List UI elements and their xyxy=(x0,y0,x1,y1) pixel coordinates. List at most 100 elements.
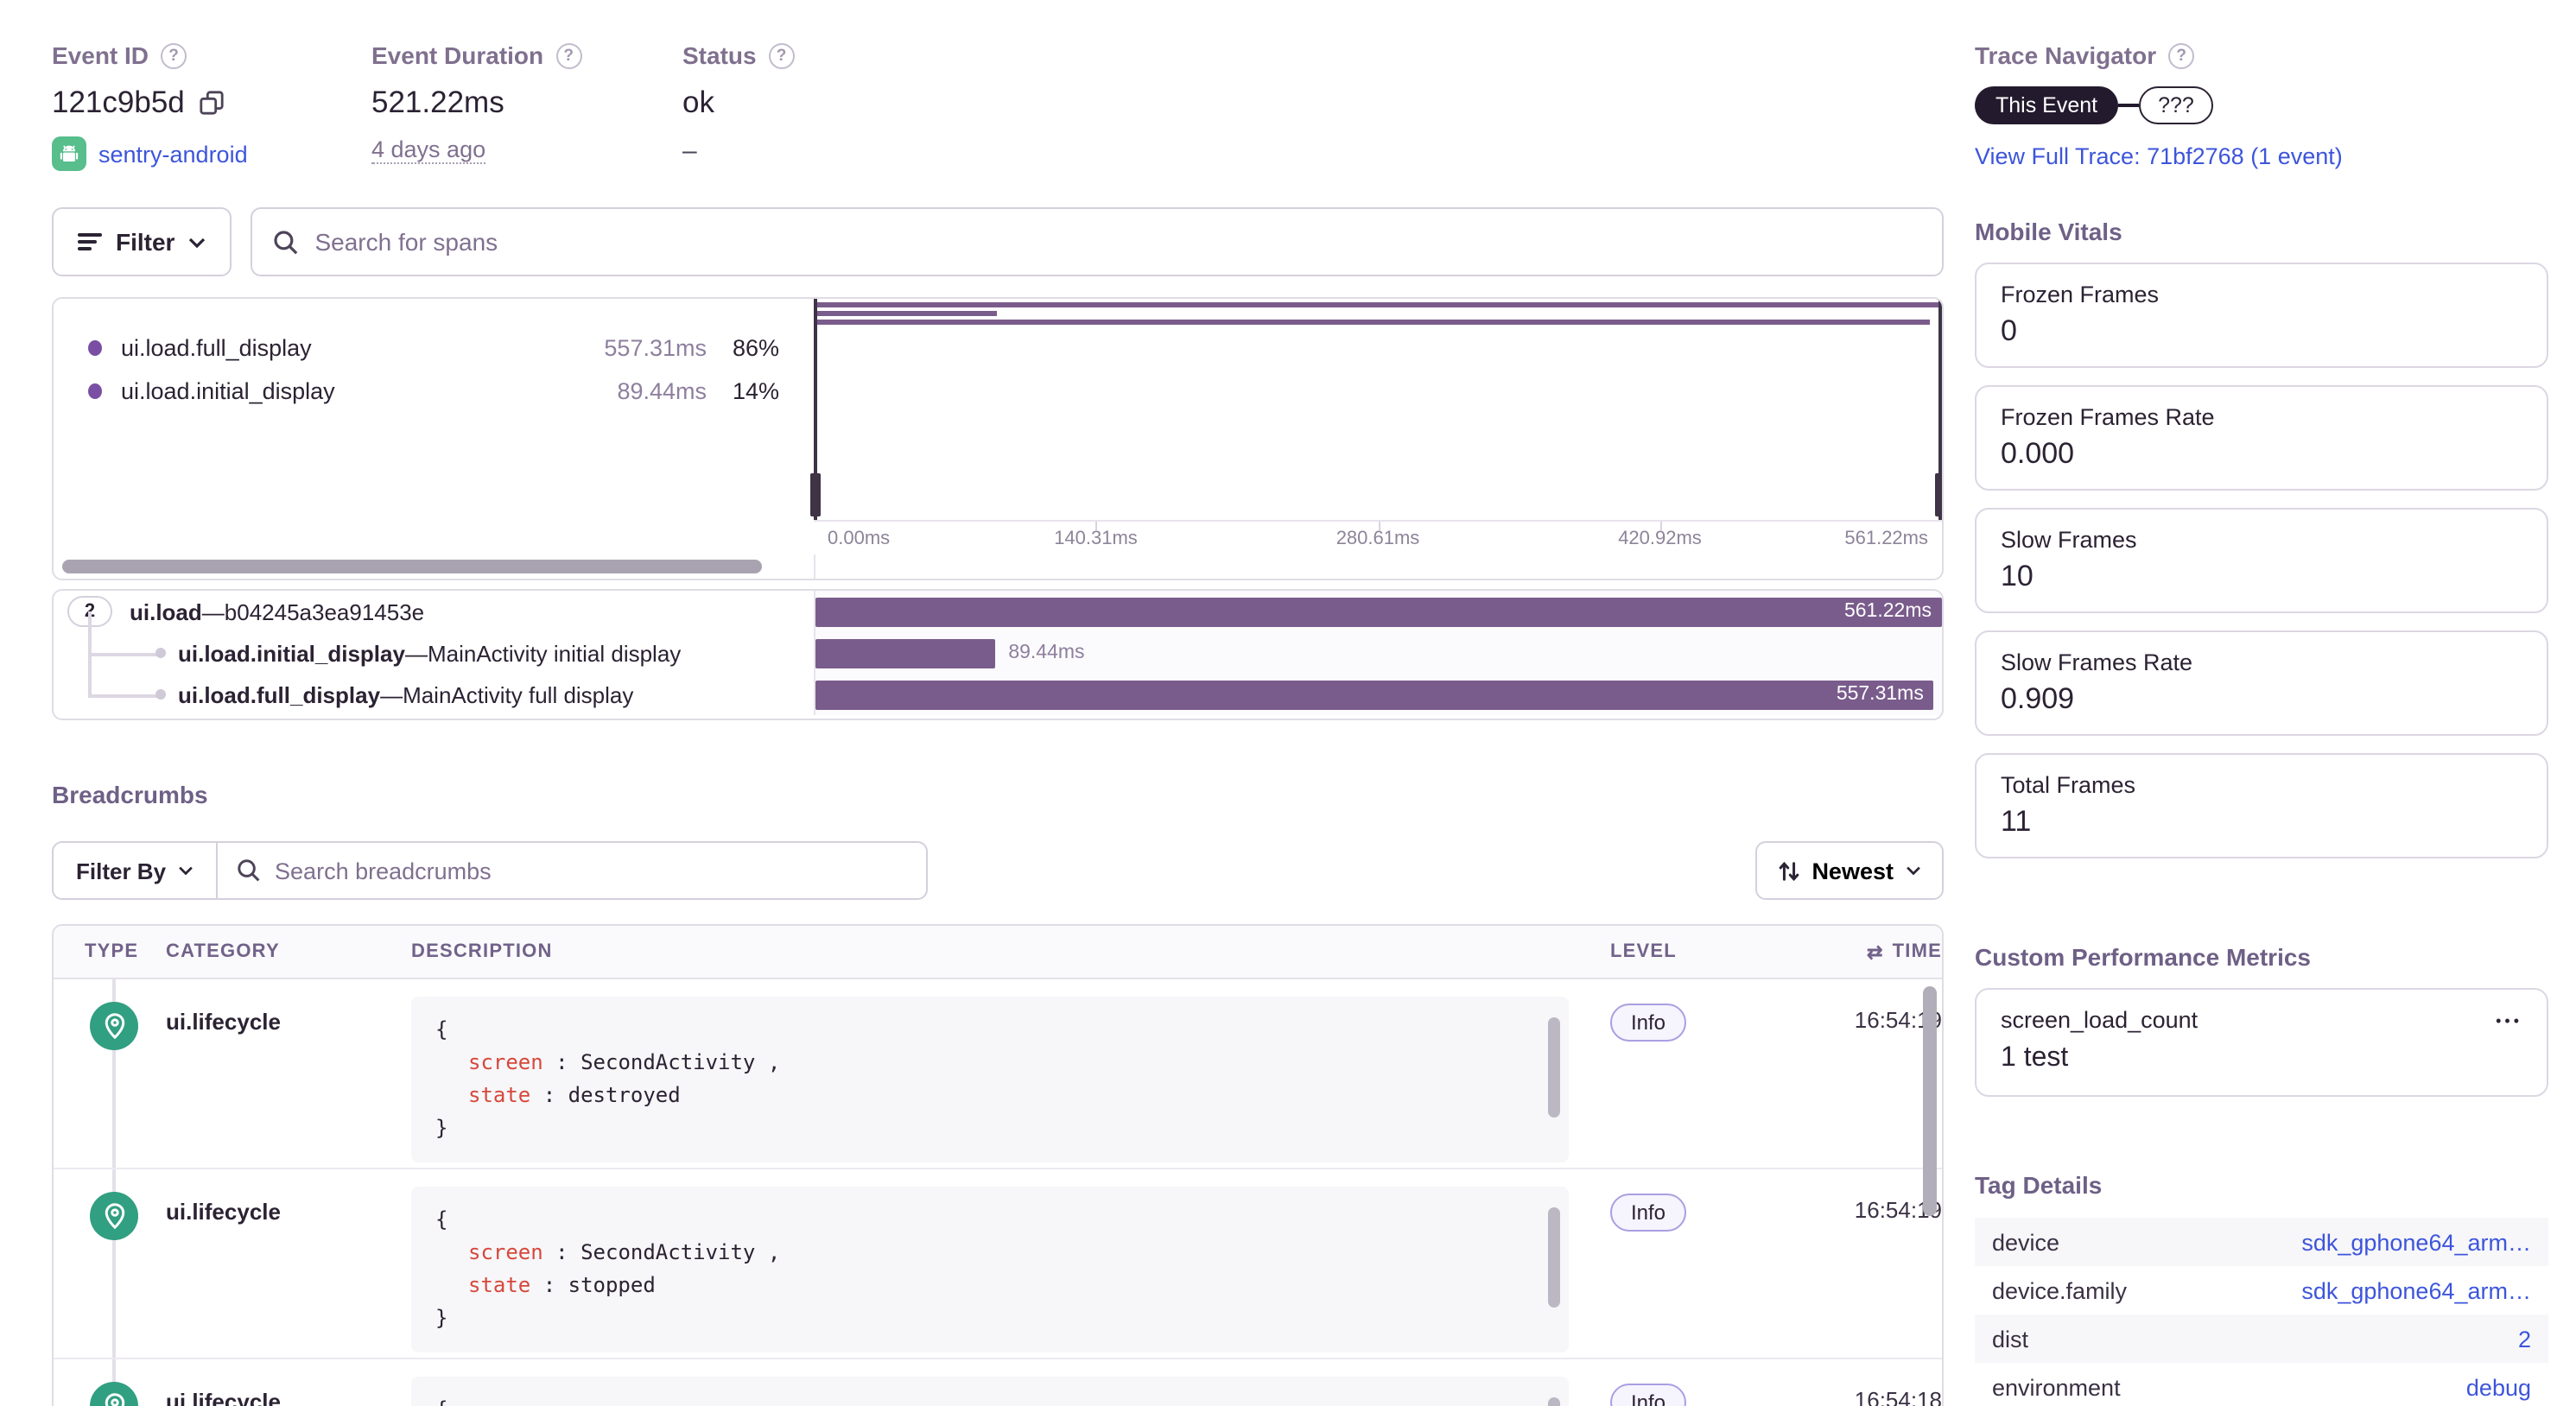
event-age[interactable]: 4 days ago xyxy=(371,136,486,164)
span-minimap[interactable] xyxy=(810,299,1942,520)
axis-tick-label: 561.22ms xyxy=(1844,529,1928,549)
breadcrumb-category: ui.lifecycle xyxy=(166,1009,281,1035)
col-category: CATEGORY xyxy=(166,941,280,962)
level-badge: Info xyxy=(1610,1004,1687,1042)
event-id-label: Event ID? xyxy=(52,41,248,69)
col-time[interactable]: ⇄ TIME xyxy=(1866,941,1942,963)
breadcrumbs-scrollbar[interactable] xyxy=(1923,986,1937,1216)
status-value: ok xyxy=(682,85,714,119)
custom-metric-card: screen_load_count ••• 1 test xyxy=(1975,988,2548,1097)
breadcrumbs-heading: Breadcrumbs xyxy=(52,781,208,808)
legend-percent: 14% xyxy=(732,378,779,404)
span-row[interactable]: 2 ui.load — b04245a3ea91453e 561.22ms xyxy=(54,591,1942,632)
ellipsis-menu-icon[interactable]: ••• xyxy=(2496,1011,2522,1029)
sort-arrows-icon xyxy=(1777,859,1799,882)
span-tree: 2 ui.load — b04245a3ea91453e 561.22ms ui… xyxy=(52,589,1944,720)
event-duration-block: Event Duration? 521.22ms 4 days ago xyxy=(371,41,582,164)
help-icon[interactable]: ? xyxy=(768,42,795,68)
span-bar[interactable]: 561.22ms xyxy=(815,597,1942,626)
project-link[interactable]: sentry-android xyxy=(98,141,248,167)
breadcrumbs-table-header: TYPE CATEGORY DESCRIPTION LEVEL ⇄ TIME xyxy=(54,926,1942,979)
breadcrumb-code[interactable]: { screen : SecondActivity , state : dest… xyxy=(411,997,1569,1162)
legend-row[interactable]: ui.load.initial_display 89.44ms 14% xyxy=(88,370,779,413)
minimap-bar xyxy=(817,302,1938,307)
span-filter-button[interactable]: Filter xyxy=(52,207,232,276)
breadcrumbs-filter-by-button[interactable]: Filter By xyxy=(54,843,219,898)
span-description: MainActivity initial display xyxy=(427,640,682,666)
col-description: DESCRIPTION xyxy=(411,941,553,962)
breadcrumbs-search-input[interactable] xyxy=(275,858,907,884)
breadcrumbs-table: TYPE CATEGORY DESCRIPTION LEVEL ⇄ TIME ui… xyxy=(52,924,1944,1406)
breadcrumbs-sort-button[interactable]: Newest xyxy=(1754,841,1944,900)
tag-value-link[interactable]: debug xyxy=(2465,1374,2531,1400)
unknown-event-pill[interactable]: ??? xyxy=(2139,86,2213,124)
span-color-dot-icon xyxy=(88,383,102,399)
help-icon[interactable]: ? xyxy=(2168,42,2195,68)
search-icon xyxy=(237,858,261,883)
breadcrumb-code[interactable]: { screen : SecondActivity , state : stop… xyxy=(411,1187,1569,1352)
legend-horizontal-scrollbar[interactable] xyxy=(62,560,762,573)
help-icon[interactable]: ? xyxy=(161,42,187,68)
event-duration-value: 521.22ms xyxy=(371,85,504,119)
span-duration-label: 89.44ms xyxy=(1008,643,1085,663)
minimap-right-handle[interactable] xyxy=(1935,473,1942,516)
status-sub: – xyxy=(682,136,697,166)
span-row[interactable]: ui.load.full_display — MainActivity full… xyxy=(54,611,1942,715)
vital-card: Frozen Frames Rate 0.000 xyxy=(1975,385,2548,491)
time-sort-icon: ⇄ xyxy=(1866,942,1884,963)
sort-label: Newest xyxy=(1811,858,1894,884)
col-level: LEVEL xyxy=(1610,941,1677,962)
span-search[interactable] xyxy=(251,207,1944,276)
breadcrumbs-search[interactable] xyxy=(218,843,926,898)
pill-connector xyxy=(2118,104,2140,107)
span-row[interactable]: ui.load.initial_display — MainActivity i… xyxy=(54,611,1942,674)
status-label: Status? xyxy=(682,41,795,69)
tag-row: dist 2 xyxy=(1975,1314,2548,1363)
legend-duration: 89.44ms xyxy=(617,378,707,404)
breadcrumb-row[interactable]: ui.lifecycle { screen : SecondActivity ,… xyxy=(54,979,1942,1169)
breadcrumb-row[interactable]: ui.lifecycle { screen : SecondActivity ,… xyxy=(54,1169,1942,1359)
breadcrumb-code[interactable]: { } xyxy=(411,1377,1569,1406)
breadcrumb-time: 16:54:18 xyxy=(1854,1387,1942,1406)
axis-tick-label: 420.92ms xyxy=(1618,529,1702,549)
tag-value-link[interactable]: sdk_gphone64_arm… xyxy=(2301,1229,2531,1255)
span-search-input[interactable] xyxy=(314,228,1921,256)
custom-metrics-heading: Custom Performance Metrics xyxy=(1975,943,2312,971)
location-pin-icon xyxy=(90,1192,138,1240)
span-toolbar: Filter xyxy=(52,207,1944,276)
minimap-bar xyxy=(817,320,1931,325)
chevron-down-icon xyxy=(188,236,206,248)
span-duration-label: 557.31ms xyxy=(1836,684,1924,705)
breadcrumbs-toolbar: Filter By Newest xyxy=(52,841,1944,900)
copy-icon[interactable] xyxy=(199,90,225,116)
help-icon[interactable]: ? xyxy=(555,42,582,68)
location-pin-icon xyxy=(90,1382,138,1406)
filter-label: Filter xyxy=(116,228,175,256)
mobile-vitals-heading: Mobile Vitals xyxy=(1975,218,2122,245)
span-op: ui.load xyxy=(130,598,202,624)
this-event-pill[interactable]: This Event xyxy=(1975,86,2119,124)
span-chart-panel: ui.load.full_display 557.31ms 86% ui.loa… xyxy=(52,297,1944,580)
code-scrollbar[interactable] xyxy=(1548,1017,1560,1118)
code-scrollbar[interactable] xyxy=(1548,1207,1560,1308)
breadcrumb-row[interactable]: ui.lifecycle { } Info 16:54:18 xyxy=(54,1359,1942,1406)
tag-value-link[interactable]: sdk_gphone64_arm… xyxy=(2301,1277,2531,1303)
vital-card: Total Frames 11 xyxy=(1975,753,2548,858)
axis-tick-label: 280.61ms xyxy=(1336,529,1420,549)
span-op: ui.load.initial_display xyxy=(178,640,405,666)
trace-navigator-label: Trace Navigator? xyxy=(1975,41,2548,69)
span-bar[interactable]: 557.31ms xyxy=(815,680,1934,709)
minimap-left-handle[interactable] xyxy=(810,473,821,516)
breadcrumb-time: 16:54:19 xyxy=(1854,1007,1942,1033)
tag-value-link[interactable]: 2 xyxy=(2517,1326,2531,1352)
span-description: b04245a3ea91453e xyxy=(224,598,425,624)
view-full-trace-link[interactable]: View Full Trace: 71bf2768 (1 event) xyxy=(1975,143,2343,169)
legend-duration: 557.31ms xyxy=(604,335,707,361)
legend-row[interactable]: ui.load.full_display 557.31ms 86% xyxy=(88,326,779,370)
code-scrollbar[interactable] xyxy=(1548,1397,1560,1406)
android-project-icon xyxy=(52,136,86,171)
breadcrumb-category: ui.lifecycle xyxy=(166,1199,281,1225)
span-op: ui.load.full_display xyxy=(178,681,381,707)
span-bar[interactable] xyxy=(815,638,995,668)
breadcrumb-time: 16:54:19 xyxy=(1854,1197,1942,1223)
